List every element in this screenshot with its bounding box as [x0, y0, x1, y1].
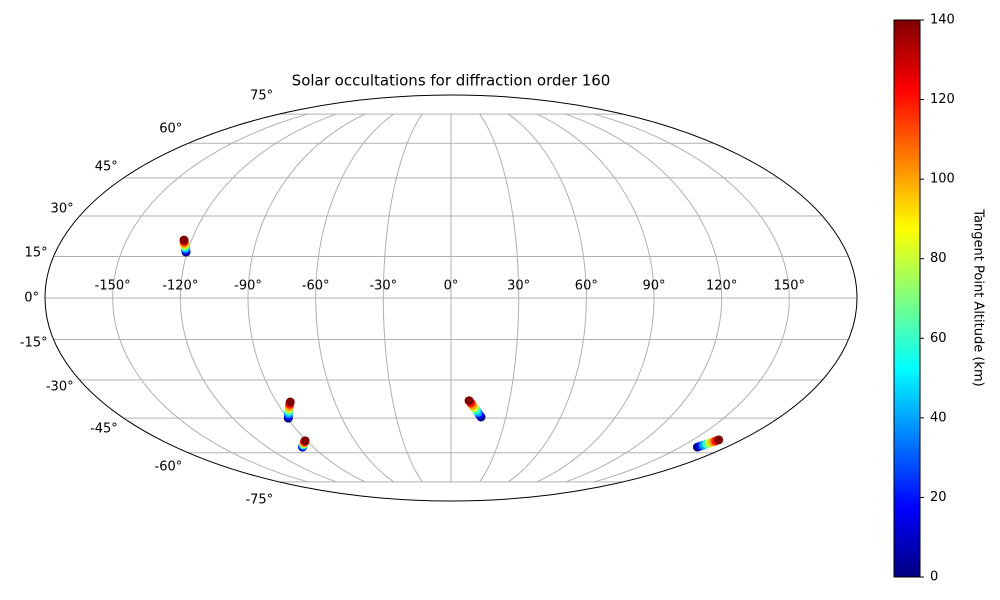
y-tick-label: -30°	[46, 380, 74, 395]
occultation-point	[285, 397, 295, 407]
y-tick-label: -45°	[90, 421, 118, 436]
occultation-point	[300, 436, 310, 446]
y-tick-label: 30°	[51, 201, 74, 216]
y-tick-label: -15°	[20, 336, 48, 351]
colorbar-tick-label: 40	[930, 410, 947, 425]
x-tick-label: 150°	[774, 279, 805, 294]
x-tick-label: 90°	[642, 279, 665, 294]
colorbar-tick-label: 100	[930, 172, 955, 187]
y-tick-label: 15°	[25, 245, 48, 260]
y-tick-label: 60°	[159, 121, 182, 136]
occultation-point	[464, 396, 474, 406]
y-tick-label: -60°	[155, 460, 183, 475]
x-tick-label: -60°	[302, 279, 330, 294]
colorbar-tick-label: 80	[930, 251, 947, 266]
occultation-point	[714, 435, 724, 445]
colorbar-tick-label: 60	[930, 331, 947, 346]
colorbar	[893, 19, 921, 578]
x-tick-label: -150°	[95, 279, 131, 294]
occultation-point	[179, 235, 189, 245]
colorbar-tick-label: 0	[930, 570, 938, 585]
x-tick-label: -30°	[369, 279, 397, 294]
x-tick-label: 60°	[575, 279, 598, 294]
x-tick-label: 30°	[507, 279, 530, 294]
x-tick-label: 120°	[706, 279, 737, 294]
colorbar-tick-label: 120	[930, 92, 955, 107]
colorbar-tick-label: 20	[930, 490, 947, 505]
y-tick-label: 45°	[95, 160, 118, 175]
colorbar-label: Tangent Point Altitude (km)	[971, 208, 986, 386]
y-tick-label: 75°	[250, 89, 273, 104]
y-tick-label: 0°	[24, 291, 39, 306]
x-tick-label: 0°	[444, 279, 459, 294]
y-tick-label: -75°	[245, 492, 273, 507]
x-tick-label: -90°	[234, 279, 262, 294]
map-outline	[44, 94, 858, 502]
chart-title: Solar occultations for diffraction order…	[292, 72, 611, 90]
x-tick-label: -120°	[162, 279, 198, 294]
colorbar-tick-label: 140	[930, 13, 955, 28]
